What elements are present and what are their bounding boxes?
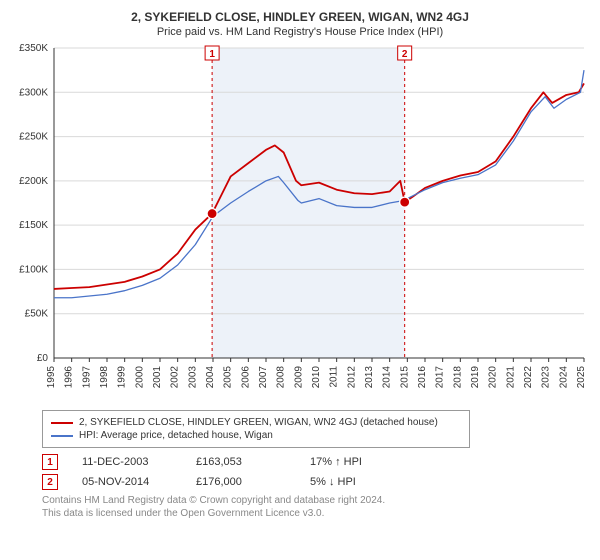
svg-text:2016: 2016 <box>417 366 428 389</box>
svg-text:2018: 2018 <box>452 366 463 389</box>
svg-text:2011: 2011 <box>329 366 340 388</box>
svg-text:2023: 2023 <box>541 366 552 389</box>
event-delta: 5% ↓ HPI <box>310 476 400 488</box>
legend-swatch <box>51 422 73 424</box>
legend-label: 2, SYKEFIELD CLOSE, HINDLEY GREEN, WIGAN… <box>79 417 438 428</box>
svg-text:2017: 2017 <box>435 366 446 389</box>
svg-text:1997: 1997 <box>81 366 92 389</box>
svg-text:1995: 1995 <box>46 366 57 389</box>
event-delta: 17% ↑ HPI <box>310 456 400 468</box>
svg-text:2: 2 <box>402 49 408 60</box>
event-row: 2 05-NOV-2014 £176,000 5% ↓ HPI <box>42 474 592 490</box>
svg-text:£300K: £300K <box>19 87 48 98</box>
svg-text:2025: 2025 <box>576 366 587 389</box>
svg-text:2004: 2004 <box>205 366 216 389</box>
svg-text:£150K: £150K <box>19 220 48 231</box>
svg-text:2010: 2010 <box>311 366 322 389</box>
svg-text:2003: 2003 <box>187 366 198 389</box>
svg-text:£200K: £200K <box>19 176 48 187</box>
event-row: 1 11-DEC-2003 £163,053 17% ↑ HPI <box>42 454 592 470</box>
event-badge: 2 <box>42 474 58 490</box>
svg-text:2022: 2022 <box>523 366 534 389</box>
svg-text:2002: 2002 <box>170 366 181 389</box>
legend-label: HPI: Average price, detached house, Wiga… <box>79 430 273 441</box>
svg-text:£250K: £250K <box>19 132 48 143</box>
event-date: 11-DEC-2003 <box>82 456 172 468</box>
svg-text:1996: 1996 <box>64 366 75 389</box>
svg-text:2000: 2000 <box>134 366 145 389</box>
svg-text:£0: £0 <box>37 353 49 364</box>
svg-text:2006: 2006 <box>240 366 251 389</box>
footnote: Contains HM Land Registry data © Crown c… <box>42 494 592 520</box>
svg-text:2019: 2019 <box>470 366 481 389</box>
svg-text:1999: 1999 <box>117 366 128 389</box>
chart-title: 2, SYKEFIELD CLOSE, HINDLEY GREEN, WIGAN… <box>8 10 592 24</box>
svg-text:1: 1 <box>209 49 215 60</box>
legend-item: 2, SYKEFIELD CLOSE, HINDLEY GREEN, WIGAN… <box>51 417 461 428</box>
footnote-line-2: This data is licensed under the Open Gov… <box>42 508 324 519</box>
legend-item: HPI: Average price, detached house, Wiga… <box>51 430 461 441</box>
svg-text:2012: 2012 <box>346 366 357 389</box>
svg-text:2013: 2013 <box>364 366 375 389</box>
svg-text:2005: 2005 <box>223 366 234 389</box>
event-badge: 1 <box>42 454 58 470</box>
svg-text:2007: 2007 <box>258 366 269 389</box>
svg-text:£100K: £100K <box>19 264 48 275</box>
footnote-line-1: Contains HM Land Registry data © Crown c… <box>42 495 385 506</box>
svg-text:2014: 2014 <box>382 366 393 389</box>
sale-events: 1 11-DEC-2003 £163,053 17% ↑ HPI 2 05-NOV-201… <box>42 454 592 490</box>
svg-text:£350K: £350K <box>19 44 48 54</box>
svg-text:£50K: £50K <box>25 309 49 320</box>
svg-text:2001: 2001 <box>152 366 163 389</box>
svg-text:2008: 2008 <box>276 366 287 389</box>
chart-subtitle: Price paid vs. HM Land Registry's House … <box>8 26 592 38</box>
chart-area: £0 £50K £100K £150K £200K £250K £300K £350K 1995… <box>8 44 592 404</box>
line-chart: £0 £50K £100K £150K £200K £250K £300K £350K 1995… <box>8 44 592 404</box>
svg-text:2009: 2009 <box>293 366 304 389</box>
legend: 2, SYKEFIELD CLOSE, HINDLEY GREEN, WIGAN… <box>42 410 470 448</box>
event-price: £163,053 <box>196 456 286 468</box>
event-price: £176,000 <box>196 476 286 488</box>
svg-text:1998: 1998 <box>99 366 110 389</box>
svg-text:2015: 2015 <box>399 366 410 389</box>
legend-swatch <box>51 435 73 437</box>
svg-text:2020: 2020 <box>488 366 499 389</box>
event-date: 05-NOV-2014 <box>82 476 172 488</box>
svg-text:2024: 2024 <box>558 366 569 389</box>
svg-text:2021: 2021 <box>505 366 516 389</box>
